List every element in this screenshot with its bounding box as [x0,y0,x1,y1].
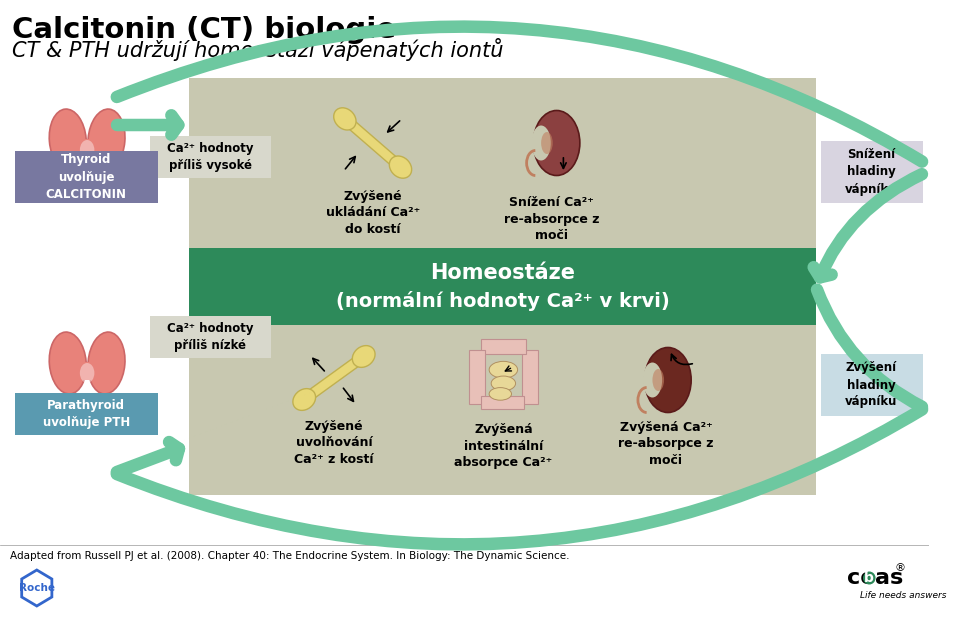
Ellipse shape [352,346,375,367]
Bar [521,350,538,404]
Text: (normální hodnoty Ca²⁺ v krvi): (normální hodnoty Ca²⁺ v krvi) [336,291,669,311]
Text: Zvýšené
ukládání Ca²⁺
do kostí: Zvýšené ukládání Ca²⁺ do kostí [325,190,420,236]
Ellipse shape [49,332,86,394]
Bar [468,350,485,404]
Text: Life needs answers: Life needs answers [859,591,947,599]
Bar [14,393,157,435]
Bar [189,325,816,495]
Bar [75,362,100,380]
Bar [821,141,923,203]
Text: Zvýšená
intestinální
absorpce Ca²⁺: Zvýšená intestinální absorpce Ca²⁺ [454,423,553,469]
Ellipse shape [490,387,512,400]
Text: Zvýšené
uvolňování
Ca²⁺ z kostí: Zvýšené uvolňování Ca²⁺ z kostí [294,420,373,466]
Ellipse shape [334,108,356,130]
Text: Snížení Ca²⁺
re-absorpce z
moči: Snížení Ca²⁺ re-absorpce z moči [504,196,600,242]
Ellipse shape [492,376,516,391]
Bar [189,248,816,325]
Text: co: co [847,568,876,588]
Text: Calcitonin (CT) biologie: Calcitonin (CT) biologie [12,16,396,44]
Ellipse shape [80,140,94,160]
Text: ®: ® [895,563,905,573]
Text: Thyroid
uvolňuje
CALCITONIN: Thyroid uvolňuje CALCITONIN [46,153,127,201]
Ellipse shape [863,572,876,584]
Text: Zvýšení
hladiny
vápníku: Zvýšení hladiny vápníku [845,361,898,408]
Ellipse shape [532,125,551,161]
Bar [150,136,271,178]
Bar [481,339,526,354]
Ellipse shape [490,361,517,378]
Text: Parathyroid
uvolňuje PTH: Parathyroid uvolňuje PTH [42,399,130,429]
Ellipse shape [653,369,664,391]
Bar [821,354,923,416]
Text: CT & PTH udržují homeostázi vápenatých iontů: CT & PTH udržují homeostázi vápenatých i… [12,38,503,61]
Polygon shape [301,353,367,404]
Bar [150,316,271,358]
Text: Zvýšená Ca²⁺
re-absorpce z
moči: Zvýšená Ca²⁺ re-absorpce z moči [618,421,713,467]
Bar [14,151,157,203]
Bar [481,396,524,408]
Ellipse shape [645,348,691,413]
Ellipse shape [293,389,316,410]
Text: Adapted from Russell PJ et al. (2008). Chapter 40: The Endocrine System. In Biol: Adapted from Russell PJ et al. (2008). C… [10,551,569,561]
Text: Roche: Roche [19,583,55,593]
Ellipse shape [49,109,86,171]
Ellipse shape [643,363,662,398]
Ellipse shape [88,332,125,394]
Text: Snížení
hladiny
vápníku: Snížení hladiny vápníku [845,149,898,196]
Ellipse shape [88,109,125,171]
Polygon shape [342,115,403,171]
Text: Ca²⁺ hodnoty
příliš nízké: Ca²⁺ hodnoty příliš nízké [167,322,253,352]
Ellipse shape [390,156,412,179]
Ellipse shape [541,132,553,154]
Text: Homeostáze: Homeostáze [430,263,575,283]
Ellipse shape [80,363,94,383]
Bar [189,78,816,248]
Text: as: as [876,568,903,588]
Bar [75,139,100,157]
Ellipse shape [534,111,580,175]
Text: Ca²⁺ hodnoty
příliš vysoké: Ca²⁺ hodnoty příliš vysoké [167,142,253,172]
Text: b: b [864,571,875,585]
